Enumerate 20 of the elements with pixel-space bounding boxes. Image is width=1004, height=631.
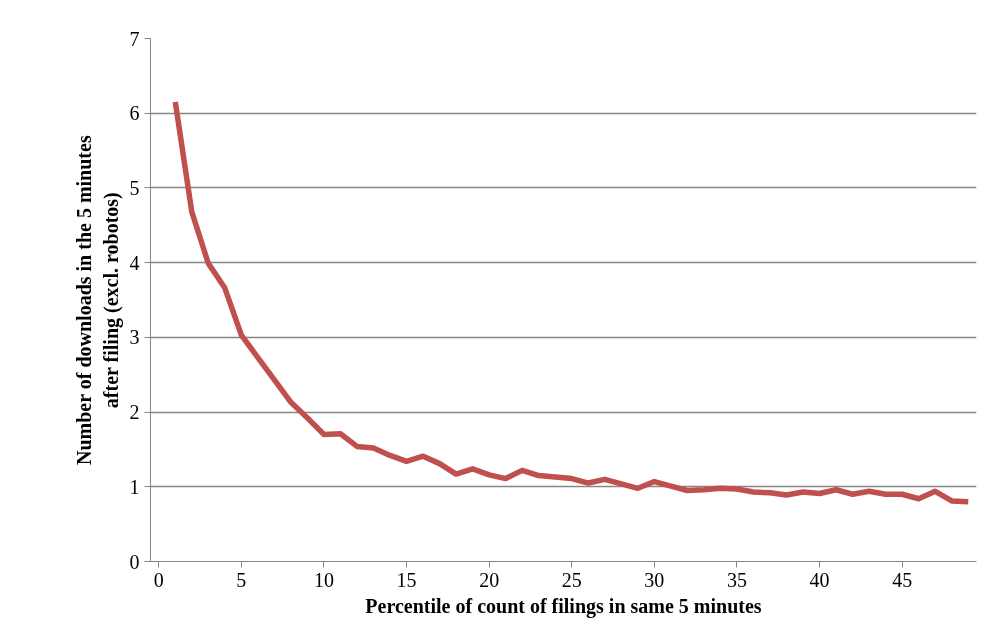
x-tick-label: 45 — [892, 568, 913, 591]
x-tick-label: 30 — [644, 568, 665, 591]
y-tick-label: 1 — [129, 475, 140, 498]
x-tick-label: 25 — [561, 568, 582, 591]
y-tick-label: 3 — [129, 326, 140, 349]
y-tick-label: 5 — [129, 176, 140, 199]
y-tick-label: 4 — [129, 251, 140, 274]
x-tick-label: 5 — [236, 568, 247, 591]
x-tick-label: 0 — [153, 568, 164, 591]
y-axis-title: Number of downloads in the 5 minutes after filing (excl. robotos) — [73, 135, 123, 466]
x-tick-label: 35 — [726, 568, 747, 591]
y-tick-label: 0 — [129, 550, 140, 573]
y-tick-label: 7 — [129, 27, 140, 50]
y-tick-label: 2 — [129, 401, 140, 424]
x-tick-label: 10 — [313, 568, 334, 591]
x-axis-title: Percentile of count of filings in same 5 minutes — [365, 594, 762, 618]
x-tick-label: 15 — [396, 568, 417, 591]
y-tick-label: 6 — [129, 102, 140, 125]
x-tick-label: 20 — [479, 568, 500, 591]
x-tick-label: 40 — [809, 568, 830, 591]
